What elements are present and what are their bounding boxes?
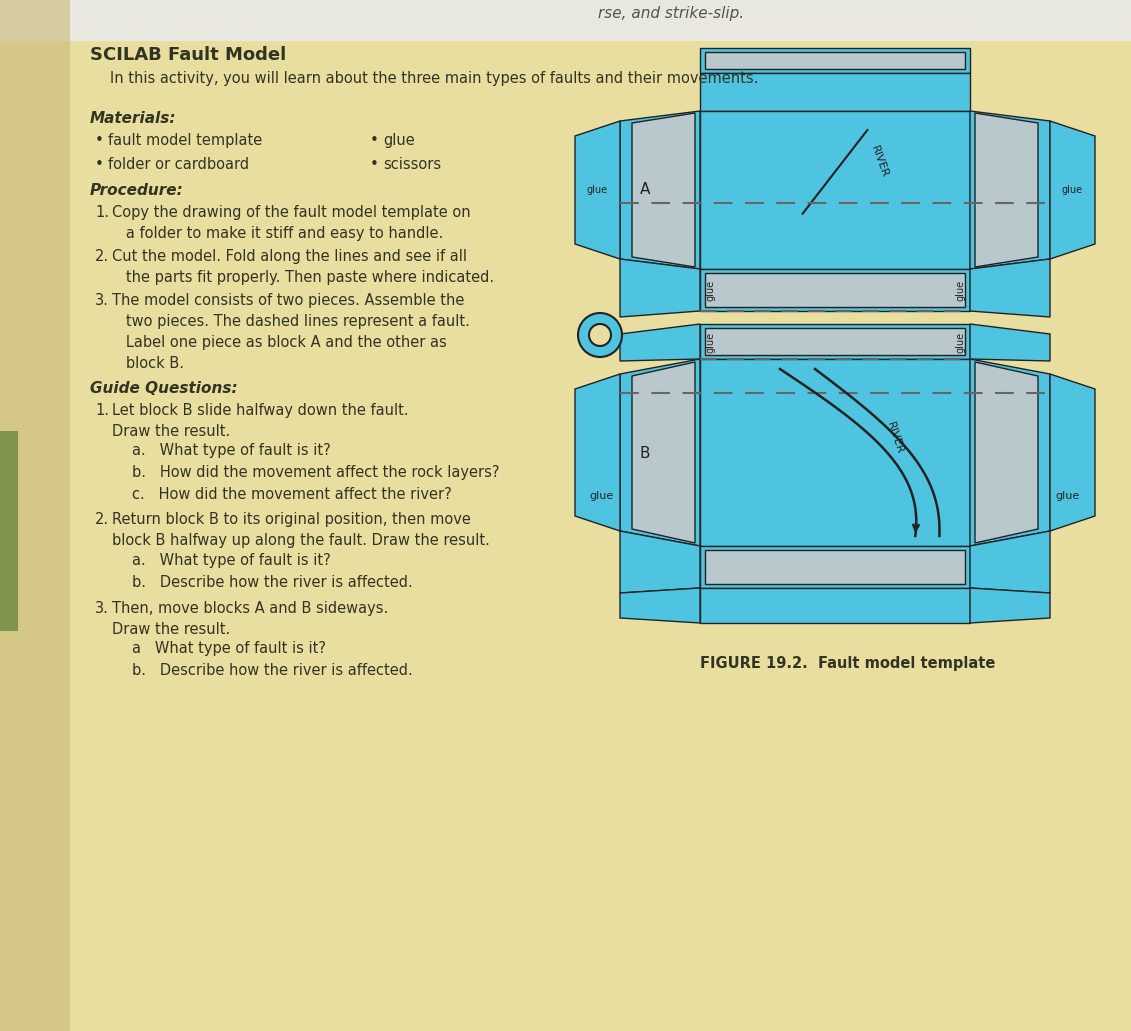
Polygon shape bbox=[1050, 121, 1095, 259]
Text: glue: glue bbox=[1055, 491, 1079, 501]
Polygon shape bbox=[620, 531, 700, 593]
Polygon shape bbox=[620, 588, 700, 623]
Polygon shape bbox=[1050, 374, 1095, 531]
Text: •: • bbox=[95, 157, 104, 172]
Polygon shape bbox=[975, 362, 1038, 543]
Circle shape bbox=[578, 313, 622, 357]
Text: b.   Describe how the river is affected.: b. Describe how the river is affected. bbox=[132, 575, 413, 590]
Text: folder or cardboard: folder or cardboard bbox=[107, 157, 249, 172]
Text: glue: glue bbox=[955, 279, 965, 301]
Text: B: B bbox=[640, 445, 650, 461]
Polygon shape bbox=[575, 374, 620, 531]
Bar bbox=[705, 52, 965, 69]
Text: 2.: 2. bbox=[95, 250, 109, 264]
Text: •: • bbox=[370, 157, 379, 172]
Text: 2.: 2. bbox=[95, 512, 109, 527]
Bar bbox=[700, 73, 970, 111]
Text: 1.: 1. bbox=[95, 205, 109, 220]
Text: •: • bbox=[95, 133, 104, 148]
Bar bbox=[700, 324, 970, 359]
Text: glue: glue bbox=[705, 331, 715, 353]
Text: glue: glue bbox=[705, 279, 715, 301]
Polygon shape bbox=[620, 359, 700, 546]
Bar bbox=[700, 269, 970, 311]
Text: Materials:: Materials: bbox=[90, 111, 176, 126]
Text: FIGURE 19.2.  Fault model template: FIGURE 19.2. Fault model template bbox=[700, 656, 995, 671]
Text: glue: glue bbox=[955, 331, 965, 353]
Circle shape bbox=[589, 324, 611, 346]
Text: •: • bbox=[370, 133, 379, 148]
Text: scissors: scissors bbox=[383, 157, 441, 172]
Text: 1.: 1. bbox=[95, 403, 109, 418]
Polygon shape bbox=[970, 531, 1050, 593]
Text: fault model template: fault model template bbox=[107, 133, 262, 148]
Text: RIVER: RIVER bbox=[869, 144, 890, 179]
Polygon shape bbox=[620, 259, 700, 317]
Text: a.   What type of fault is it?: a. What type of fault is it? bbox=[132, 553, 330, 568]
Bar bbox=[705, 328, 965, 355]
Bar bbox=[700, 546, 970, 588]
Text: Cut the model. Fold along the lines and see if all
   the parts fit properly. Th: Cut the model. Fold along the lines and … bbox=[112, 250, 494, 285]
Bar bbox=[700, 48, 970, 73]
Text: glue: glue bbox=[587, 185, 607, 195]
Text: 3.: 3. bbox=[95, 601, 109, 616]
Polygon shape bbox=[970, 359, 1050, 546]
Text: Then, move blocks A and B sideways.
Draw the result.: Then, move blocks A and B sideways. Draw… bbox=[112, 601, 388, 637]
Text: RIVER: RIVER bbox=[884, 421, 905, 456]
Text: glue: glue bbox=[590, 491, 614, 501]
Text: c.   How did the movement affect the river?: c. How did the movement affect the river… bbox=[132, 487, 451, 502]
Polygon shape bbox=[620, 324, 700, 361]
Text: In this activity, you will learn about the three main types of faults and their : In this activity, you will learn about t… bbox=[110, 71, 759, 86]
Text: Guide Questions:: Guide Questions: bbox=[90, 381, 238, 396]
Text: A: A bbox=[640, 182, 650, 198]
Polygon shape bbox=[0, 0, 70, 1031]
Bar bbox=[700, 359, 970, 546]
Text: SCILAB Fault Model: SCILAB Fault Model bbox=[90, 46, 286, 64]
Polygon shape bbox=[0, 0, 1131, 41]
Polygon shape bbox=[970, 324, 1050, 361]
Polygon shape bbox=[575, 121, 620, 259]
Text: a.   What type of fault is it?: a. What type of fault is it? bbox=[132, 443, 330, 458]
Bar bbox=[700, 111, 970, 269]
Text: glue: glue bbox=[1061, 185, 1082, 195]
Text: Procedure:: Procedure: bbox=[90, 182, 183, 198]
Polygon shape bbox=[975, 113, 1038, 267]
Text: rse, and strike-slip.: rse, and strike-slip. bbox=[598, 6, 744, 21]
Text: b.   Describe how the river is affected.: b. Describe how the river is affected. bbox=[132, 663, 413, 678]
Bar bbox=[705, 273, 965, 307]
Text: Let block B slide halfway down the fault.
Draw the result.: Let block B slide halfway down the fault… bbox=[112, 403, 408, 439]
Text: b.   How did the movement affect the rock layers?: b. How did the movement affect the rock … bbox=[132, 465, 500, 480]
Bar bbox=[705, 550, 965, 584]
Bar bbox=[700, 588, 970, 623]
Text: Return block B to its original position, then move
block B halfway up along the : Return block B to its original position,… bbox=[112, 512, 490, 548]
Polygon shape bbox=[0, 431, 18, 631]
Polygon shape bbox=[632, 113, 696, 267]
Text: glue: glue bbox=[383, 133, 415, 148]
Text: 3.: 3. bbox=[95, 293, 109, 308]
Polygon shape bbox=[620, 111, 700, 269]
Polygon shape bbox=[632, 362, 696, 543]
Text: a   What type of fault is it?: a What type of fault is it? bbox=[132, 641, 326, 656]
Polygon shape bbox=[970, 259, 1050, 317]
Polygon shape bbox=[970, 588, 1050, 623]
Text: The model consists of two pieces. Assemble the
   two pieces. The dashed lines r: The model consists of two pieces. Assemb… bbox=[112, 293, 469, 371]
Text: Copy the drawing of the fault model template on
   a folder to make it stiff and: Copy the drawing of the fault model temp… bbox=[112, 205, 470, 241]
Polygon shape bbox=[970, 111, 1050, 269]
